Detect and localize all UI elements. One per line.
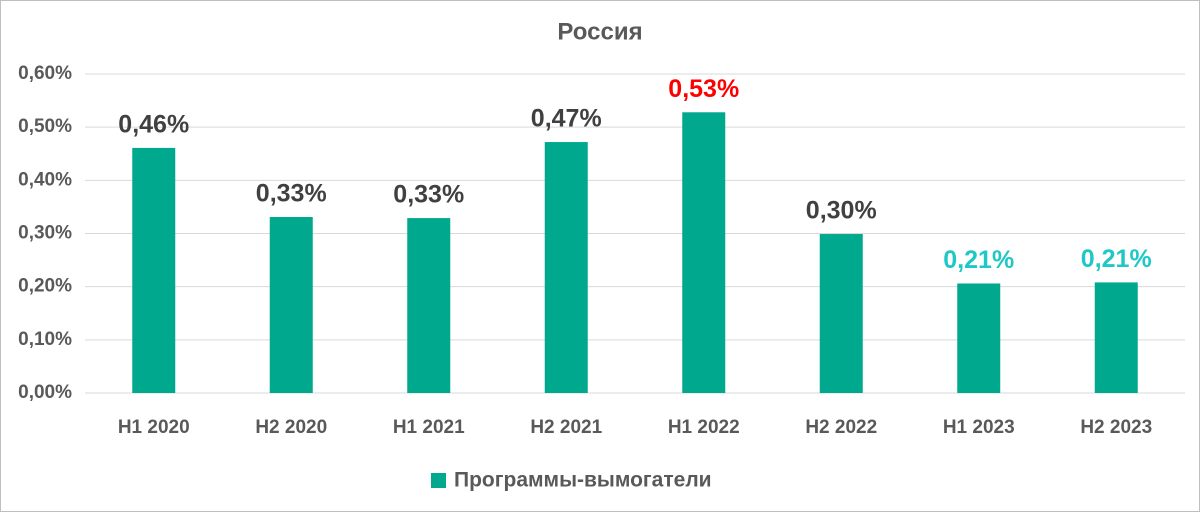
bar	[957, 283, 1001, 393]
bar	[544, 142, 588, 393]
x-tick-label: H1 2020	[118, 417, 190, 438]
value-label: 0,46%	[118, 111, 189, 139]
x-tick-label: H2 2020	[255, 417, 327, 438]
bar	[1094, 282, 1138, 393]
bar	[682, 112, 726, 393]
x-tick-label: H2 2022	[805, 417, 877, 438]
x-tick-label: H2 2023	[1080, 417, 1152, 438]
y-tick-label: 0,20%	[18, 276, 72, 297]
x-tick-label: H1 2021	[393, 417, 465, 438]
y-tick-label: 0,50%	[18, 116, 72, 137]
value-label: 0,30%	[806, 197, 877, 225]
x-tick-label: H1 2022	[668, 417, 740, 438]
bar	[407, 218, 451, 393]
y-tick-label: 0,30%	[18, 223, 72, 244]
value-label: 0,33%	[256, 180, 327, 208]
value-label: 0,21%	[943, 246, 1014, 274]
y-tick-label: 0,10%	[18, 329, 72, 350]
legend-label: Программы-вымогатели	[454, 469, 712, 492]
x-tick-label: H1 2023	[943, 417, 1015, 438]
value-label: 0,47%	[531, 105, 602, 133]
y-tick-label: 0,60%	[18, 63, 72, 84]
x-tick-label: H2 2021	[530, 417, 602, 438]
bar	[132, 147, 176, 393]
value-label: 0,53%	[668, 75, 739, 103]
chart-title: Россия	[557, 18, 642, 45]
y-tick-label: 0,00%	[18, 382, 72, 403]
legend-swatch	[431, 473, 446, 488]
y-tick-label: 0,40%	[18, 169, 72, 190]
value-label: 0,21%	[1081, 245, 1152, 273]
value-label: 0,33%	[393, 181, 464, 209]
bar	[269, 217, 313, 393]
bar	[819, 234, 863, 393]
